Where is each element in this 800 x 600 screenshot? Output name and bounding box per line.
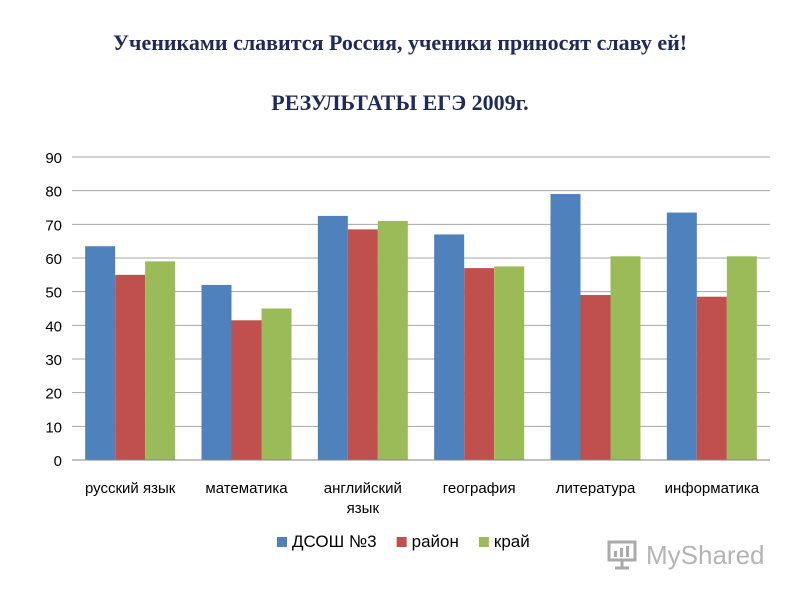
y-tick-label: 70 [45,217,62,234]
y-tick-label: 10 [45,419,62,436]
legend-swatch [396,537,407,547]
y-tick-label: 30 [45,352,62,369]
bar [347,229,378,460]
x-tick-label: литература [556,480,636,497]
presentation-board-icon [607,540,637,570]
slide-subtitle: РЕЗУЛЬТАТЫ ЕГЭ 2009г. [271,90,529,115]
bar [85,246,116,460]
legend-label: район [412,532,459,551]
legend-label: край [494,532,530,551]
bar [550,194,581,461]
bar [261,308,292,460]
bar [726,256,757,460]
bar [464,268,495,460]
bar [434,234,465,460]
x-tick-label: информатика [665,480,760,497]
y-tick-label: 20 [45,386,62,403]
x-tick-label: география [443,480,516,497]
bar [377,220,408,460]
bar [115,274,146,460]
bar [580,295,611,460]
y-tick-label: 90 [45,150,62,167]
bar [494,266,525,460]
watermark-text: MyShared [646,539,765,570]
y-tick-label: 0 [54,453,62,470]
bar [317,215,348,460]
slide-title: Учениками славится Россия, ученики прино… [112,30,688,55]
bar [610,256,641,460]
y-tick-label: 60 [45,251,62,268]
x-tick-label: английский язык [324,480,402,517]
x-tick-label: математика [205,480,288,497]
bar [145,261,176,460]
bar [696,296,727,460]
legend-swatch [478,537,489,547]
bar [231,320,262,460]
watermark: MyShared [606,535,776,575]
legend-swatch [277,537,287,547]
bar [201,284,232,460]
y-tick-label: 40 [45,318,62,335]
x-tick-label: русский язык [85,480,176,497]
y-tick-label: 50 [45,285,62,302]
legend-label: ДСОШ №3 [292,532,377,551]
y-tick-label: 80 [45,184,62,201]
bar [666,212,697,460]
